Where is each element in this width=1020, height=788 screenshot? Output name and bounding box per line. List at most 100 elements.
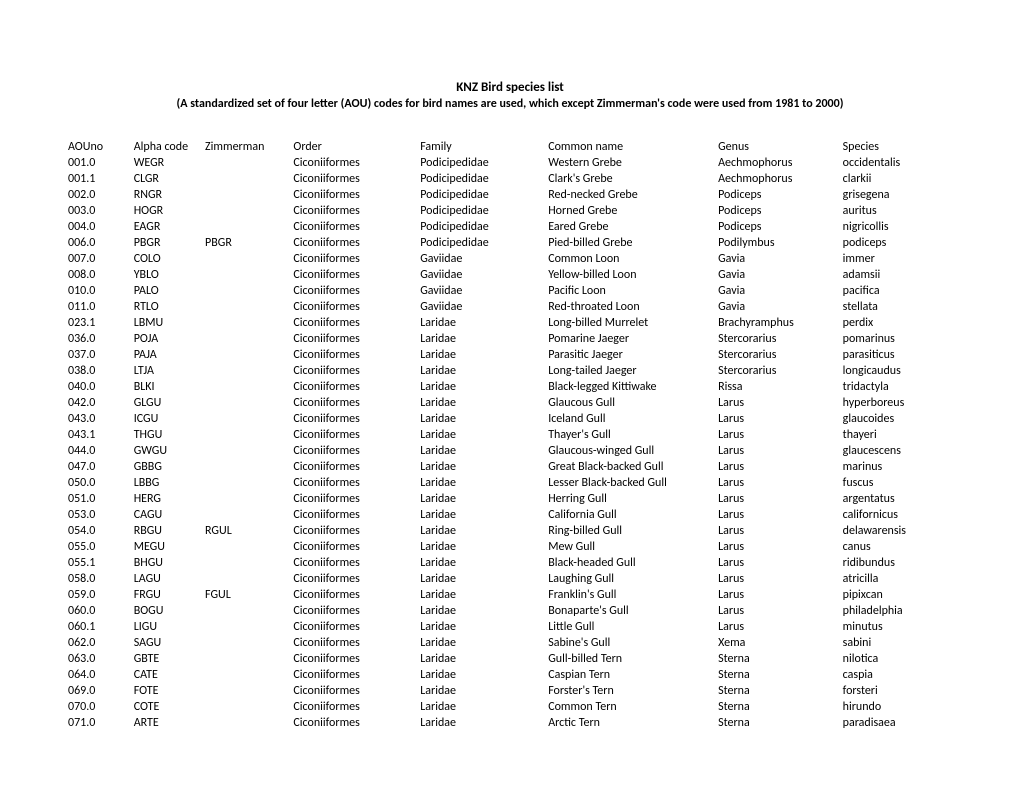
table-cell: hirundo bbox=[841, 700, 954, 716]
table-cell: delawarensis bbox=[841, 524, 954, 540]
table-cell bbox=[203, 716, 291, 732]
table-row: 036.0POJACiconiiformesLaridaePomarine Ja… bbox=[66, 332, 954, 348]
table-cell: Franklin's Gull bbox=[546, 588, 716, 604]
table-cell: Laridae bbox=[418, 668, 546, 684]
table-cell: Red-necked Grebe bbox=[546, 188, 716, 204]
table-cell bbox=[203, 316, 291, 332]
table-cell: Ciconiiformes bbox=[291, 412, 418, 428]
table-cell: SAGU bbox=[132, 636, 203, 652]
table-cell: Red-throated Loon bbox=[546, 300, 716, 316]
col-common: Common name bbox=[546, 139, 716, 156]
table-cell: glaucoides bbox=[841, 412, 954, 428]
table-cell: Laridae bbox=[418, 460, 546, 476]
table-cell: 043.0 bbox=[66, 412, 132, 428]
table-cell: Laridae bbox=[418, 572, 546, 588]
table-cell: YBLO bbox=[132, 268, 203, 284]
table-cell: Brachyramphus bbox=[716, 316, 841, 332]
table-row: 055.0MEGUCiconiiformesLaridaeMew GullLar… bbox=[66, 540, 954, 556]
table-cell bbox=[203, 572, 291, 588]
table-cell bbox=[203, 620, 291, 636]
col-order: Order bbox=[291, 139, 418, 156]
table-cell: Arctic Tern bbox=[546, 716, 716, 732]
table-cell: COTE bbox=[132, 700, 203, 716]
table-cell: Larus bbox=[716, 572, 841, 588]
table-cell: Ciconiiformes bbox=[291, 220, 418, 236]
table-row: 023.1LBMUCiconiiformesLaridaeLong-billed… bbox=[66, 316, 954, 332]
table-cell: longicaudus bbox=[841, 364, 954, 380]
table-cell: PALO bbox=[132, 284, 203, 300]
table-cell: 058.0 bbox=[66, 572, 132, 588]
table-cell: Bonaparte's Gull bbox=[546, 604, 716, 620]
table-cell: grisegena bbox=[841, 188, 954, 204]
table-cell bbox=[203, 348, 291, 364]
table-cell: Gavia bbox=[716, 252, 841, 268]
table-cell: argentatus bbox=[841, 492, 954, 508]
table-cell: GBTE bbox=[132, 652, 203, 668]
table-body: 001.0WEGRCiconiiformesPodicipedidaeWeste… bbox=[66, 156, 954, 732]
table-cell: atricilla bbox=[841, 572, 954, 588]
table-cell: marinus bbox=[841, 460, 954, 476]
table-cell: 047.0 bbox=[66, 460, 132, 476]
table-cell: MEGU bbox=[132, 540, 203, 556]
table-cell: Ciconiiformes bbox=[291, 716, 418, 732]
table-cell bbox=[203, 636, 291, 652]
table-cell: Sterna bbox=[716, 716, 841, 732]
table-cell: Laughing Gull bbox=[546, 572, 716, 588]
table-cell: Gaviidae bbox=[418, 268, 546, 284]
table-cell: 037.0 bbox=[66, 348, 132, 364]
table-cell: 008.0 bbox=[66, 268, 132, 284]
table-cell: HERG bbox=[132, 492, 203, 508]
table-cell: Clark's Grebe bbox=[546, 172, 716, 188]
table-header-row: AOUno Alpha code Zimmerman Order Family … bbox=[66, 139, 954, 156]
table-cell: 055.1 bbox=[66, 556, 132, 572]
table-cell: pacifica bbox=[841, 284, 954, 300]
table-cell: Western Grebe bbox=[546, 156, 716, 172]
table-cell bbox=[203, 700, 291, 716]
table-cell: Larus bbox=[716, 460, 841, 476]
table-row: 043.0ICGUCiconiiformesLaridaeIceland Gul… bbox=[66, 412, 954, 428]
table-cell: Ciconiiformes bbox=[291, 540, 418, 556]
table-cell: LBMU bbox=[132, 316, 203, 332]
table-cell: Larus bbox=[716, 412, 841, 428]
table-cell: Pied-billed Grebe bbox=[546, 236, 716, 252]
table-row: 011.0RTLOCiconiiformesGaviidaeRed-throat… bbox=[66, 300, 954, 316]
table-cell: Sterna bbox=[716, 700, 841, 716]
table-cell: ARTE bbox=[132, 716, 203, 732]
table-cell: 001.1 bbox=[66, 172, 132, 188]
table-cell: Ciconiiformes bbox=[291, 476, 418, 492]
table-cell: Ciconiiformes bbox=[291, 492, 418, 508]
table-cell: 044.0 bbox=[66, 444, 132, 460]
table-cell: ridibundus bbox=[841, 556, 954, 572]
table-cell: COLO bbox=[132, 252, 203, 268]
table-cell: 010.0 bbox=[66, 284, 132, 300]
table-cell: Eared Grebe bbox=[546, 220, 716, 236]
table-row: 007.0COLOCiconiiformesGaviidaeCommon Loo… bbox=[66, 252, 954, 268]
table-cell: Podicipedidae bbox=[418, 204, 546, 220]
table-cell bbox=[203, 268, 291, 284]
table-cell: Laridae bbox=[418, 636, 546, 652]
table-cell: 059.0 bbox=[66, 588, 132, 604]
table-cell bbox=[203, 156, 291, 172]
table-cell: Ciconiiformes bbox=[291, 588, 418, 604]
table-cell: nigricollis bbox=[841, 220, 954, 236]
table-cell: Common Loon bbox=[546, 252, 716, 268]
page-subtitle: (A standardized set of four letter (AOU)… bbox=[66, 97, 954, 111]
table-cell: Ciconiiformes bbox=[291, 460, 418, 476]
table-cell: Ciconiiformes bbox=[291, 620, 418, 636]
table-cell: 038.0 bbox=[66, 364, 132, 380]
table-cell: Xema bbox=[716, 636, 841, 652]
table-cell: Laridae bbox=[418, 316, 546, 332]
table-cell: Stercorarius bbox=[716, 364, 841, 380]
table-cell: caspia bbox=[841, 668, 954, 684]
table-cell: Stercorarius bbox=[716, 348, 841, 364]
table-cell: californicus bbox=[841, 508, 954, 524]
table-cell: Laridae bbox=[418, 508, 546, 524]
table-cell: Pacific Loon bbox=[546, 284, 716, 300]
table-cell: LIGU bbox=[132, 620, 203, 636]
table-cell: CAGU bbox=[132, 508, 203, 524]
table-cell: Podicipedidae bbox=[418, 188, 546, 204]
table-cell: Aechmophorus bbox=[716, 156, 841, 172]
table-cell: Rissa bbox=[716, 380, 841, 396]
table-cell: 060.0 bbox=[66, 604, 132, 620]
table-cell: Gaviidae bbox=[418, 284, 546, 300]
